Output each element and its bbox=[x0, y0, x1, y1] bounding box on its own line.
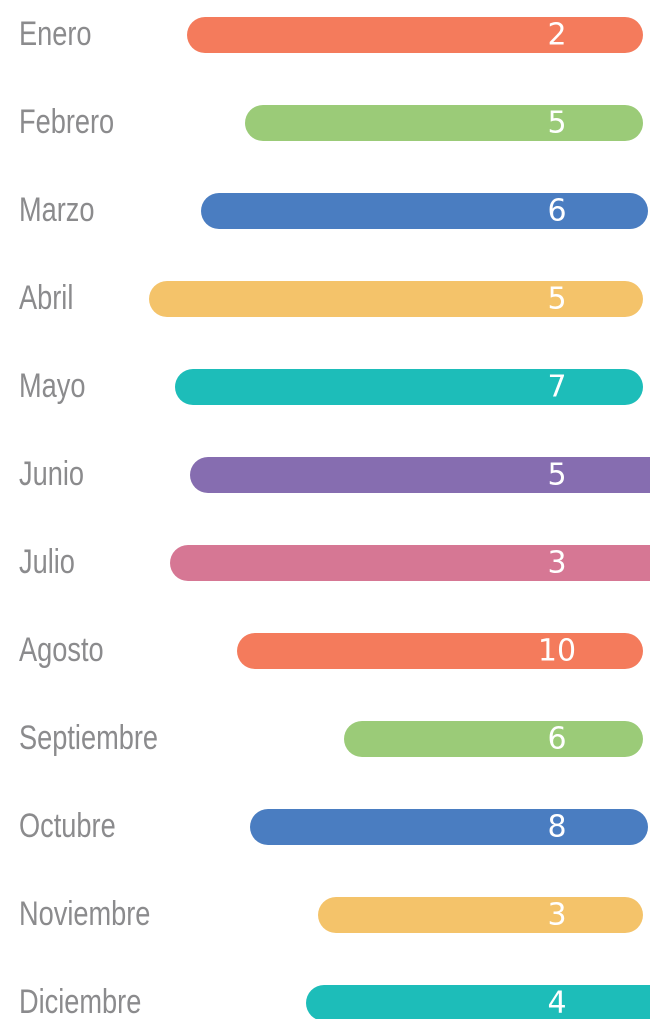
list-row: Noviembre 3 bbox=[19, 894, 643, 933]
pill-value: 5 bbox=[547, 458, 566, 493]
pill bbox=[201, 193, 648, 229]
label-group: Enero bbox=[19, 14, 92, 53]
month-label: Diciembre bbox=[19, 982, 141, 1019]
pill-value: 7 bbox=[547, 370, 566, 405]
list-row: Julio 3 bbox=[19, 542, 650, 581]
pill bbox=[187, 17, 643, 53]
month-label: Junio bbox=[19, 454, 84, 493]
pill-value: 8 bbox=[547, 810, 566, 845]
label-group: Marzo bbox=[19, 190, 95, 229]
pill-value: 5 bbox=[547, 106, 566, 141]
pill bbox=[250, 809, 648, 845]
list-row: Mayo 7 bbox=[19, 366, 643, 405]
label-group: Julio bbox=[19, 542, 75, 581]
pill bbox=[170, 545, 650, 581]
month-label: Agosto bbox=[19, 630, 104, 669]
month-label: Noviembre bbox=[19, 894, 150, 933]
list-row: Octubre 8 bbox=[19, 806, 648, 845]
month-label: Mayo bbox=[19, 366, 85, 405]
list-row: Abril 5 bbox=[19, 278, 643, 317]
month-label: Marzo bbox=[19, 190, 95, 229]
pill bbox=[344, 721, 643, 757]
list-row: Marzo 6 bbox=[19, 190, 648, 229]
label-group: Junio bbox=[19, 454, 84, 493]
month-label: Enero bbox=[19, 14, 92, 53]
list-row: Diciembre 4 bbox=[19, 982, 650, 1019]
month-label: Abril bbox=[19, 278, 73, 317]
pill bbox=[306, 985, 650, 1019]
pill bbox=[149, 281, 643, 317]
pill bbox=[318, 897, 643, 933]
month-label: Octubre bbox=[19, 806, 116, 845]
pill bbox=[190, 457, 650, 493]
month-label: Julio bbox=[19, 542, 75, 581]
pill-value: 4 bbox=[547, 986, 566, 1019]
list-row: Septiembre 6 bbox=[19, 718, 643, 757]
pill-value: 6 bbox=[547, 194, 566, 229]
pill-value: 3 bbox=[547, 546, 566, 581]
pill-value: 5 bbox=[547, 282, 566, 317]
pill bbox=[175, 369, 643, 405]
list-row: Junio 5 bbox=[19, 454, 650, 493]
list-row: Enero 2 bbox=[19, 14, 643, 53]
pill-value: 3 bbox=[547, 898, 566, 933]
label-group: Noviembre bbox=[19, 894, 150, 933]
label-group: Octubre bbox=[19, 806, 116, 845]
label-group: Febrero bbox=[19, 102, 114, 141]
month-label: Febrero bbox=[19, 102, 114, 141]
month-label: Septiembre bbox=[19, 718, 158, 757]
pill-value: 10 bbox=[538, 634, 576, 669]
label-group: Diciembre bbox=[19, 982, 141, 1019]
label-group: Agosto bbox=[19, 630, 104, 669]
label-group: Septiembre bbox=[19, 718, 158, 757]
pill-value: 2 bbox=[547, 18, 566, 53]
list-row: Agosto 10 bbox=[19, 630, 643, 669]
label-group: Abril bbox=[19, 278, 73, 317]
pill-value: 6 bbox=[547, 722, 566, 757]
pill bbox=[245, 105, 643, 141]
label-group: Mayo bbox=[19, 366, 85, 405]
pill bbox=[237, 633, 643, 669]
list-row: Febrero 5 bbox=[19, 102, 643, 141]
